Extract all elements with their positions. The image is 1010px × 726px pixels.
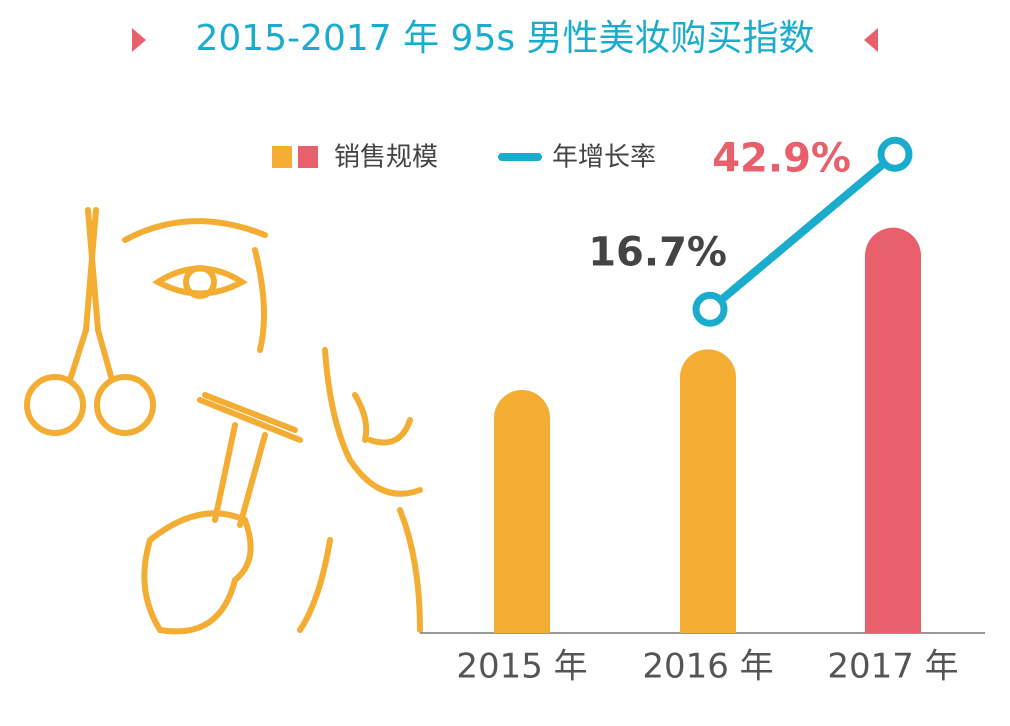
- illustration: [24, 207, 423, 635]
- bar: [680, 349, 736, 633]
- bar: [494, 390, 550, 633]
- line-marker: [692, 291, 728, 327]
- bar: [865, 227, 921, 633]
- legend-label: 年增长率: [552, 143, 656, 173]
- title-marker: [132, 28, 146, 52]
- legend-swatch: [298, 146, 318, 168]
- title-marker: [864, 28, 878, 52]
- legend-label: 销售规模: [334, 143, 438, 173]
- data-label: 16.7%: [588, 229, 727, 275]
- line: [707, 151, 898, 313]
- x-tick-label: 2017 年: [827, 647, 958, 687]
- legend-swatch: [272, 146, 292, 168]
- x-tick-label: 2016 年: [642, 647, 773, 687]
- line-marker: [877, 136, 913, 172]
- data-label: 42.9%: [712, 135, 851, 181]
- x-tick-label: 2015 年: [456, 647, 587, 687]
- chart-title: 2015-2017 年 95s 男性美妆购买指数: [195, 18, 814, 59]
